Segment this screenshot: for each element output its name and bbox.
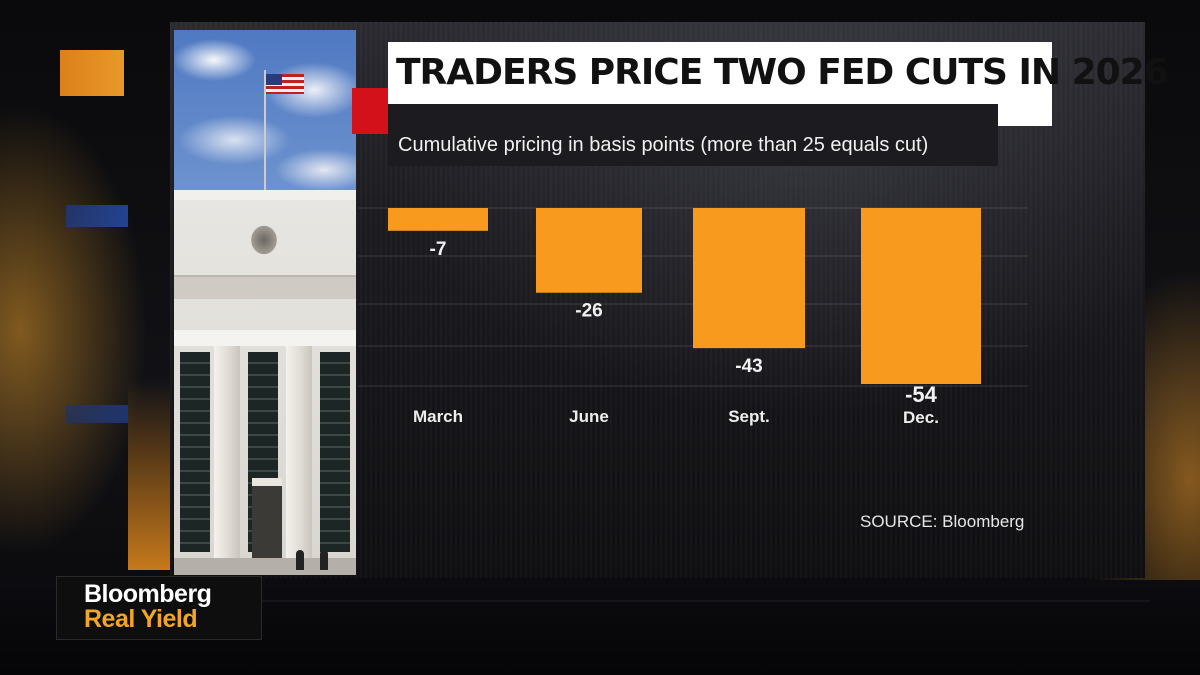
category-label: Dec. [903,408,939,427]
studio-orange-glow [128,380,172,570]
us-flag-icon [266,74,304,94]
category-label: June [569,407,609,426]
source-note: SOURCE: Bloomberg [860,512,1025,531]
bar-dec [861,208,981,384]
eagle-sculpture-icon [246,220,282,260]
building-window [180,352,210,552]
studio-blue-light [66,205,128,227]
building-entablature [174,330,356,346]
studio-light-panel [60,50,124,96]
building-cornice [174,190,356,200]
bar-sept [693,208,805,349]
federal-reserve-photo [174,30,356,575]
bar-june [536,208,642,293]
flag-pole [264,70,266,220]
chart-title: TRADERS PRICE TWO FED CUTS IN 2026 [396,52,1169,93]
bar-march [388,208,488,231]
data-label: -43 [735,356,762,377]
title-accent-bar [352,88,388,134]
subtitle-band [388,104,998,166]
building-frieze [174,275,356,299]
category-label: March [413,407,463,426]
person-silhouette [320,550,328,570]
person-silhouette [296,550,304,570]
brand-name: Bloomberg [84,580,212,608]
category-label: Sept. [728,407,770,426]
building-window [320,352,350,552]
data-label: -54 [905,382,938,407]
chart-subtitle: Cumulative pricing in basis points (more… [398,134,929,156]
chart-bars [388,208,981,384]
floor-line [250,600,1150,602]
building-column [214,346,240,566]
studio-blue-light-lower [66,405,128,423]
building-door [252,478,282,566]
brand-show-name: Real Yield [84,605,198,633]
building-column [286,346,312,566]
brand-box [56,576,262,640]
building-steps [174,558,356,575]
data-label: -7 [430,239,447,260]
data-label: -26 [575,301,602,322]
